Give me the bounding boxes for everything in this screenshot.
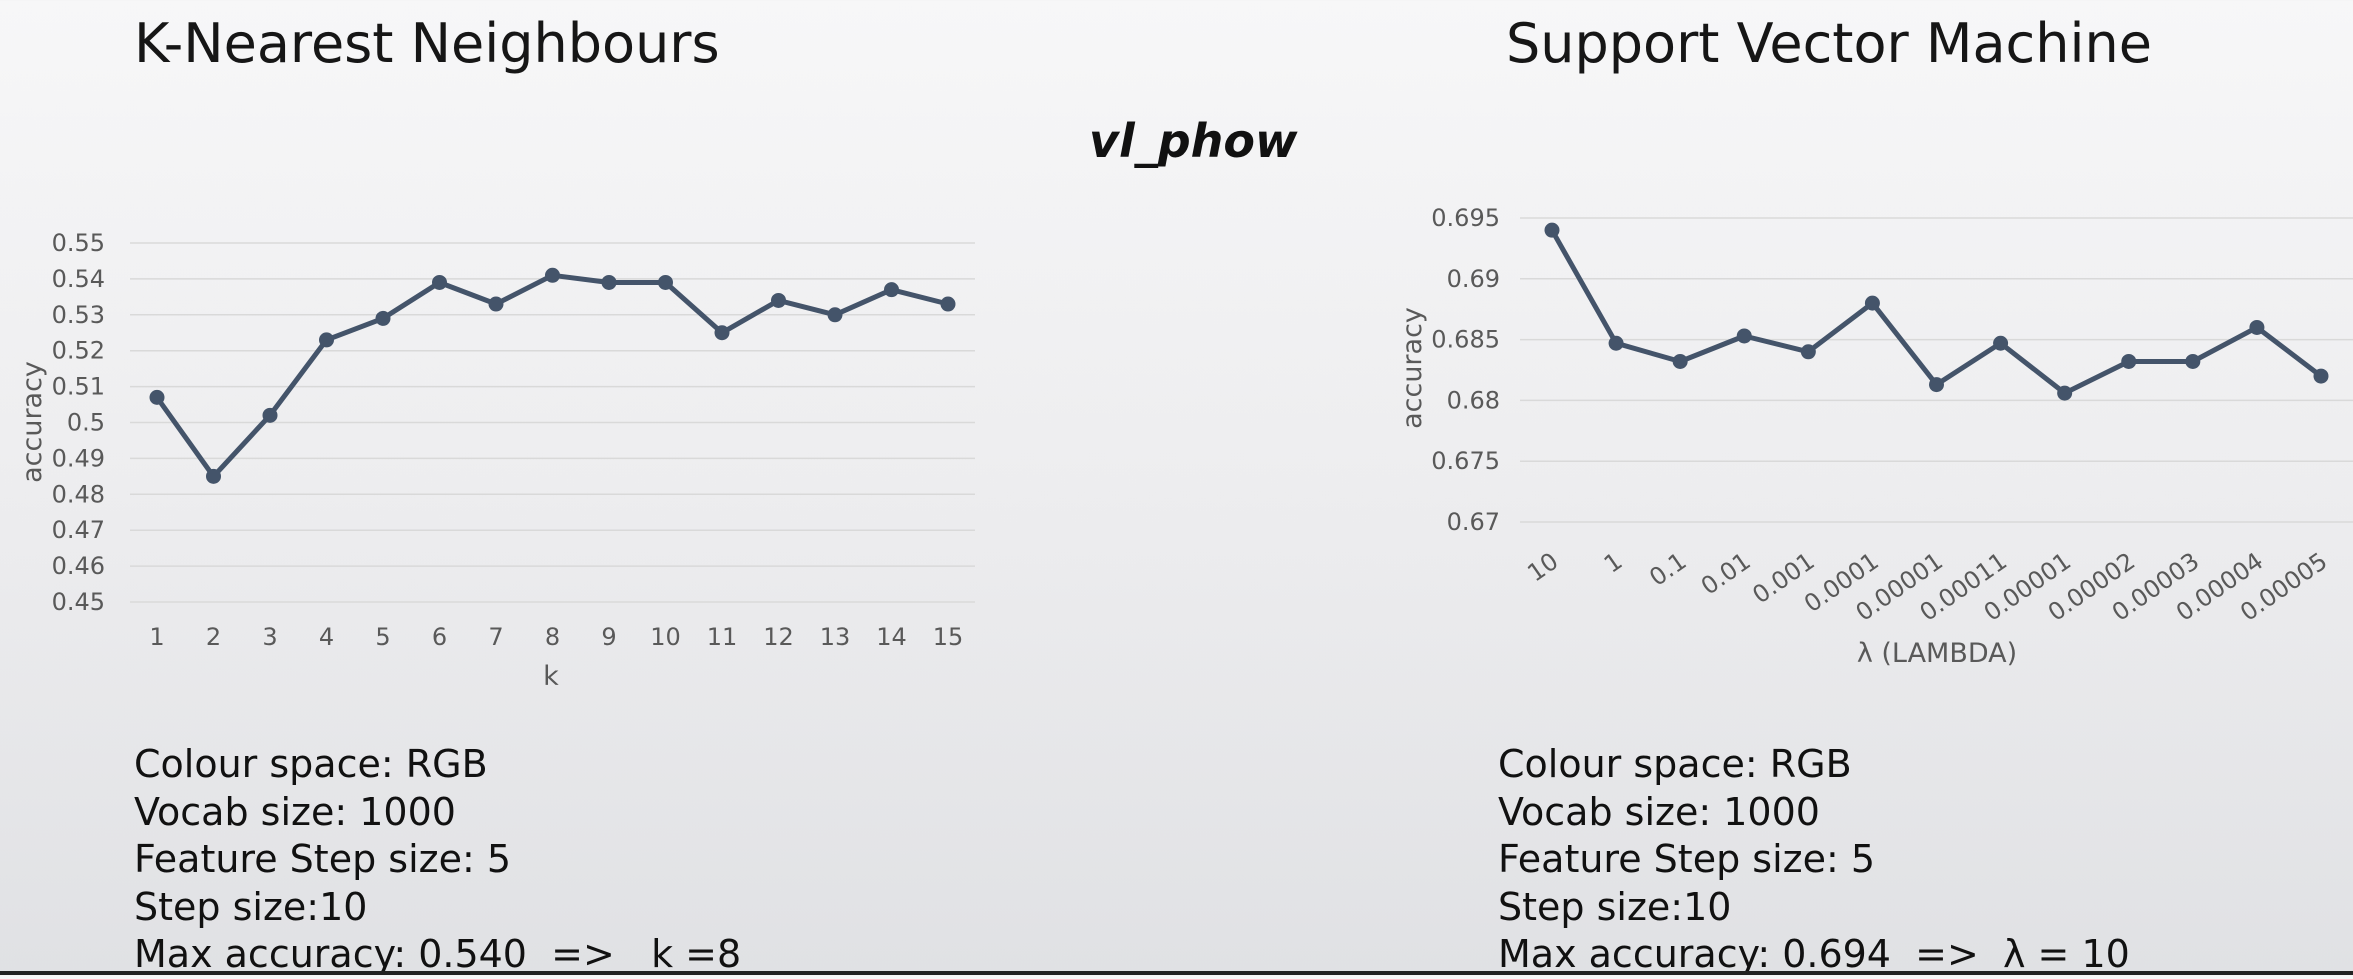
svm-data-point	[2249, 319, 2265, 335]
svm-data-point	[2121, 353, 2137, 369]
svm-data-point	[1672, 353, 1688, 369]
knn-y-tick-label: 0.49	[52, 444, 105, 472]
knn-title: K-Nearest Neighbours	[134, 12, 720, 75]
knn-x-tick-label: 15	[933, 623, 964, 651]
knn-y-tick-label: 0.48	[52, 480, 105, 508]
knn-y-tick-label: 0.54	[52, 265, 105, 293]
svm-y-tick-label: 0.675	[1431, 447, 1500, 475]
svm-x-axis-title: λ (LAMBDA)	[1857, 638, 2017, 669]
svm-series-line	[1549, 227, 2324, 396]
knn-data-point	[658, 274, 673, 290]
svm-step-size: Step size:10	[1498, 884, 1732, 929]
knn-feature-step-size: Feature Step size: 5	[134, 837, 512, 881]
knn-y-tick-label: 0.46	[52, 552, 105, 580]
knn-x-tick-label: 14	[876, 623, 907, 651]
knn-y-tick-label: 0.47	[52, 516, 105, 544]
knn-data-point	[940, 296, 956, 312]
knn-y-tick-label: 0.52	[52, 337, 105, 365]
svm-x-tick-label: 0.01	[1696, 547, 1756, 601]
svm-data-point	[2057, 385, 2073, 401]
knn-data-point	[375, 310, 391, 326]
svm-data-point	[1736, 328, 1752, 344]
knn-colour-space: Colour space: RGB	[134, 742, 488, 786]
knn-data-point	[149, 389, 165, 405]
svm-colour-space: Colour space: RGB	[1498, 742, 1852, 786]
knn-x-tick-label: 11	[707, 623, 738, 651]
svm-x-tick-label: 0.1	[1644, 547, 1691, 592]
knn-data-point	[771, 292, 786, 308]
knn-y-tick-label: 0.5	[67, 409, 105, 437]
knn-data-point	[319, 332, 334, 348]
svm-max-accuracy: Max accuracy: 0.694 => λ = 10	[1498, 932, 2130, 976]
knn-x-tick-label: 6	[432, 623, 447, 651]
knn-x-tick-label: 5	[375, 623, 390, 651]
svm-title: Support Vector Machine	[1506, 12, 2152, 75]
svm-data-point	[1800, 344, 1816, 360]
svm-y-tick-label: 0.695	[1431, 204, 1500, 232]
knn-vocab-size: Vocab size: 1000	[134, 789, 456, 834]
knn-x-tick-label: 2	[206, 623, 221, 651]
svm-parameters: Colour space: RGB Vocab size: 1000 Featu…	[1498, 741, 2130, 979]
knn-parameters: Colour space: RGB Vocab size: 1000 Featu…	[134, 741, 741, 979]
knn-y-tick-label: 0.55	[52, 229, 105, 257]
knn-x-tick-label: 4	[319, 623, 334, 651]
svm-y-tick-label: 0.69	[1447, 265, 1500, 293]
svm-data-point	[1864, 295, 1880, 311]
feature-method-subtitle: vl_phow	[1089, 114, 1298, 168]
svm-y-axis-title: accuracy	[1397, 307, 1428, 429]
knn-x-tick-label: 13	[820, 623, 851, 651]
svm-y-tick-label: 0.67	[1447, 508, 1500, 536]
svm-y-tick-label: 0.68	[1447, 386, 1500, 414]
knn-x-tick-label: 3	[262, 623, 277, 651]
knn-x-tick-label: 8	[545, 623, 560, 651]
svm-x-tick-label: 1	[1599, 547, 1628, 579]
knn-data-point	[714, 325, 730, 341]
knn-data-point	[488, 296, 504, 312]
svm-data-point	[1608, 335, 1624, 351]
svm-x-tick-label: 10	[1522, 547, 1563, 587]
knn-data-point	[827, 307, 843, 323]
svm-data-point	[1993, 335, 2009, 351]
knn-data-point	[432, 274, 447, 290]
knn-x-tick-label: 10	[650, 623, 681, 651]
knn-max-accuracy: Max accuracy: 0.540 => k =8	[134, 932, 742, 976]
knn-x-axis-title: k	[543, 661, 559, 692]
knn-y-tick-label: 0.51	[52, 373, 105, 401]
knn-data-point	[545, 267, 560, 283]
knn-x-tick-label: 1	[149, 623, 164, 651]
knn-x-tick-label: 9	[601, 623, 616, 651]
knn-data-point	[262, 407, 278, 423]
svm-vocab-size: Vocab size: 1000	[1498, 789, 1820, 834]
knn-x-tick-label: 7	[488, 623, 503, 651]
svm-data-point	[1929, 377, 1944, 393]
knn-y-tick-label: 0.45	[52, 588, 105, 616]
svm-y-tick-label: 0.685	[1431, 326, 1500, 354]
svm-data-point	[2185, 353, 2201, 369]
knn-step-size: Step size:10	[134, 884, 368, 929]
svm-feature-step-size: Feature Step size: 5	[1498, 837, 1876, 881]
knn-data-point	[601, 274, 617, 290]
knn-data-point	[884, 282, 899, 298]
knn-y-tick-label: 0.53	[52, 301, 105, 329]
svm-data-point	[2313, 368, 2329, 384]
knn-series-line	[154, 272, 951, 479]
knn-x-tick-label: 12	[763, 623, 794, 651]
svm-data-point	[1544, 222, 1560, 238]
knn-y-axis-title: accuracy	[17, 361, 48, 483]
bottom-divider	[0, 971, 2353, 975]
knn-data-point	[206, 468, 221, 484]
